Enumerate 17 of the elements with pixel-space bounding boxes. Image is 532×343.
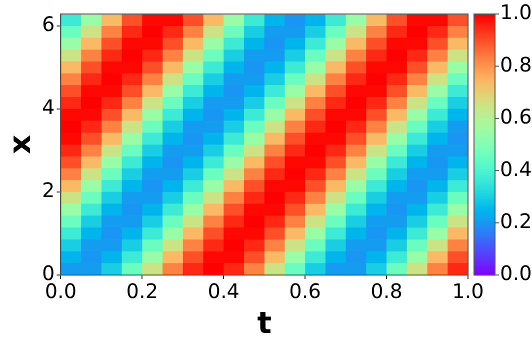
x-axis-title: t [257,306,272,341]
x-tick-label: 0.4 [208,279,240,304]
color-bar-label: 0.0 [500,261,532,286]
y-tick-label: 4 [42,95,55,120]
color-bar-label: 1.0 [500,0,532,24]
color-bar-label: 0.4 [500,156,532,181]
x-tick-label: 0.6 [289,279,321,304]
y-tick-label: 6 [42,12,55,36]
x-tick-label: 0.2 [126,279,158,304]
x-tick-label: 1.0 [452,279,484,304]
color-bar-label: 0.2 [500,209,532,234]
color-bar-label: 0.8 [500,52,532,76]
y-axis-title: x [2,134,38,154]
color-bar-label: 0.6 [500,104,532,129]
x-tick-label: 0.8 [370,279,402,304]
y-tick-label: 2 [42,178,55,202]
x-tick-label: 0.0 [44,279,77,304]
